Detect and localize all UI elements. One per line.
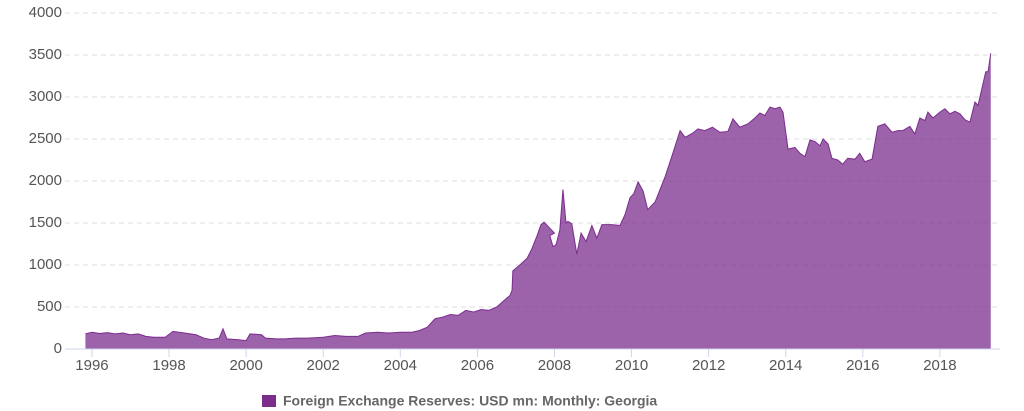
x-tick-label: 2018 bbox=[923, 357, 956, 374]
x-tick-label: 2010 bbox=[615, 357, 648, 374]
y-tick-label: 2000 bbox=[29, 172, 62, 189]
x-tick-label: 1996 bbox=[75, 357, 108, 374]
legend-swatch bbox=[262, 395, 276, 407]
x-tick-label: 2014 bbox=[769, 357, 802, 374]
line bbox=[85, 53, 992, 342]
x-tick-label: 2006 bbox=[461, 357, 494, 374]
area bbox=[85, 53, 991, 349]
y-tick-label: 3000 bbox=[29, 88, 62, 105]
y-tick-label: 0 bbox=[54, 340, 62, 357]
y-tick-label: 4000 bbox=[29, 4, 62, 21]
legend-text: Foreign Exchange Reserves: USD mn: Month… bbox=[283, 393, 657, 409]
y-tick-label: 2500 bbox=[29, 130, 62, 147]
x-tick-label: 2000 bbox=[229, 357, 262, 374]
y-tick-label: 1000 bbox=[29, 256, 62, 273]
y-tick-label: 1500 bbox=[29, 214, 62, 231]
x-tick-label: 2012 bbox=[692, 357, 725, 374]
y-tick-label: 3500 bbox=[29, 46, 62, 63]
x-tick-label: 2016 bbox=[846, 357, 879, 374]
x-tick-label: 2002 bbox=[307, 357, 340, 374]
x-tick-label: 2004 bbox=[384, 357, 417, 374]
x-tick-label: 1998 bbox=[152, 357, 185, 374]
y-tick-label: 500 bbox=[37, 298, 62, 315]
x-tick-label: 2008 bbox=[538, 357, 571, 374]
